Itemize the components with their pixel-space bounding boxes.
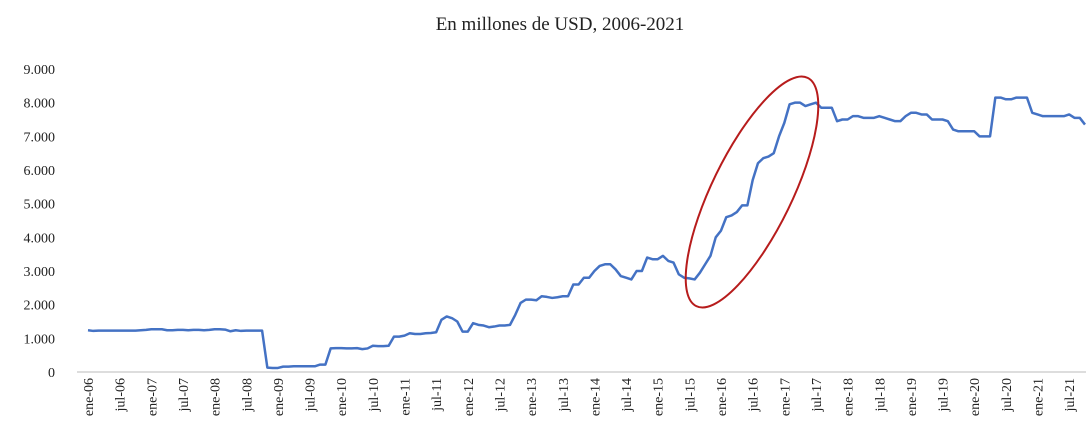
x-tick-label: ene-21 (1032, 378, 1047, 416)
x-tick-label: ene-12 (462, 378, 477, 416)
x-tick-label: jul-10 (367, 378, 382, 412)
y-tick-label: 3.000 (24, 265, 56, 280)
y-tick-label: 7.000 (24, 130, 56, 145)
x-tick-label: ene-10 (335, 378, 350, 416)
x-tick-label: jul-09 (304, 378, 319, 412)
x-tick-label: jul-11 (430, 378, 445, 412)
x-tick-label: ene-14 (588, 378, 603, 416)
chart-title: En millones de USD, 2006-2021 (436, 14, 685, 35)
x-tick-label: jul-06 (114, 378, 129, 412)
x-tick-label: ene-06 (82, 378, 97, 416)
x-tick-label: jul-13 (557, 378, 572, 412)
x-tick-label: jul-15 (683, 378, 698, 412)
x-tick-label: jul-17 (810, 378, 825, 412)
x-tick-label: jul-12 (493, 378, 508, 412)
x-tick-label: ene-20 (968, 378, 983, 416)
x-tick-label: ene-07 (145, 378, 160, 416)
y-tick-label: 8.000 (24, 97, 56, 112)
y-tick-label: 6.000 (24, 164, 56, 179)
x-tick-label: jul-14 (620, 378, 635, 412)
x-tick-label: ene-13 (525, 378, 540, 416)
x-tick-label: jul-19 (937, 378, 952, 412)
y-tick-label: 4.000 (24, 231, 56, 246)
y-tick-label: 5.000 (24, 198, 56, 213)
data-line (87, 96, 1086, 370)
x-tick-label: ene-11 (399, 378, 414, 416)
x-tick-label: ene-18 (842, 378, 857, 416)
y-tick-label: 2.000 (24, 299, 56, 314)
y-tick-label: 9.000 (24, 63, 56, 78)
highlight-ellipse (684, 75, 820, 309)
x-tick-label: jul-20 (1000, 378, 1015, 412)
x-tick-label: jul-18 (873, 378, 888, 412)
x-tick-label: ene-09 (272, 378, 287, 416)
x-tick-label: jul-08 (240, 378, 255, 412)
x-tick-label: ene-08 (209, 378, 224, 416)
y-tick-label: 1.000 (24, 332, 56, 347)
x-tick-label: ene-19 (905, 378, 920, 416)
x-tick-label: ene-17 (778, 378, 793, 416)
y-tick-label: 0 (48, 366, 55, 381)
x-tick-label: jul-16 (747, 378, 762, 412)
x-tick-label: jul-07 (177, 378, 192, 412)
x-tick-label: ene-15 (652, 378, 667, 416)
x-tick-label: jul-21 (1063, 378, 1078, 412)
x-tick-label: ene-16 (715, 378, 730, 416)
